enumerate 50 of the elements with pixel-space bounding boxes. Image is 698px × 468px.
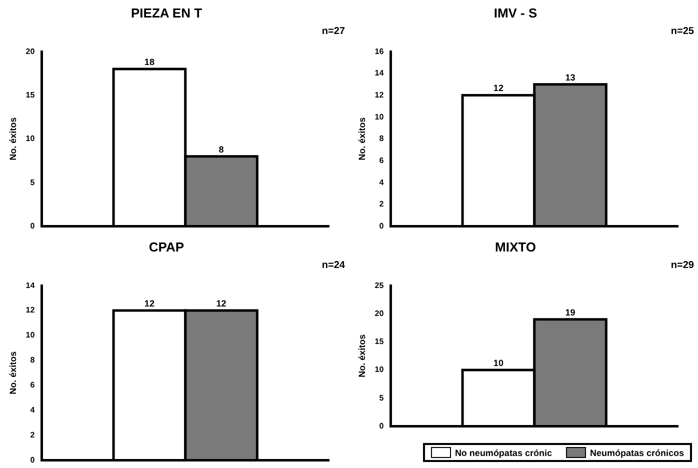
chart-title: MIXTO: [495, 239, 536, 254]
y-tick-label: 0: [379, 221, 384, 230]
y-tick-label: 10: [26, 134, 36, 144]
y-tick-label: 20: [374, 308, 384, 318]
y-tick-label: 8: [379, 134, 384, 144]
text: No neumópatas crónic: [454, 448, 552, 458]
y-tick-label: 12: [374, 90, 384, 100]
y-tick-label: 4: [30, 406, 36, 415]
y-tick-label: 14: [26, 280, 36, 290]
y-tick-label: 0: [30, 455, 36, 464]
y-tick-label: 2: [379, 200, 384, 209]
y-tick-label: 10: [374, 365, 384, 374]
y-tick-label: 0: [379, 421, 384, 430]
y-tick-label: 4: [379, 178, 384, 187]
legend-label: Neumópatas crónicos: [590, 448, 684, 458]
y-tick-label: 5: [30, 178, 36, 187]
y-tick-label: 20: [26, 46, 36, 56]
data-label: 19: [565, 307, 576, 318]
y-tick-label: 0: [30, 221, 36, 230]
chart-title: CPAP: [148, 239, 184, 254]
y-axis-title: No. éxitos: [8, 351, 18, 394]
y-tick-label: 6: [379, 156, 384, 165]
data-label: 13: [565, 72, 576, 82]
y-axis-title: No. éxitos: [356, 117, 367, 160]
text: n=27: [322, 26, 346, 37]
text: n=29: [670, 260, 694, 271]
data-label: 12: [216, 298, 226, 309]
y-tick-label: 25: [374, 280, 384, 290]
data-label: 12: [144, 298, 154, 309]
y-tick-label: 10: [26, 330, 36, 340]
chart-title: IMV - S: [494, 5, 538, 20]
y-tick-label: 15: [26, 90, 36, 100]
y-tick-label: 12: [26, 306, 36, 315]
y-tick-label: 14: [374, 68, 384, 78]
y-axis-title: No. éxitos: [356, 334, 367, 378]
y-tick-label: 8: [30, 356, 36, 365]
data-label: 10: [493, 358, 504, 368]
text: n=25: [670, 26, 694, 37]
y-tick-label: 15: [374, 337, 384, 346]
data-label: 18: [144, 57, 154, 68]
y-axis-title: No. éxitos: [8, 117, 18, 160]
y-tick-label: 2: [30, 430, 36, 440]
y-tick-label: 5: [379, 393, 384, 402]
data-label: 8: [218, 144, 224, 154]
text: n=24: [322, 260, 346, 271]
data-label: 12: [493, 83, 504, 94]
y-tick-label: 6: [30, 380, 36, 390]
chart-title: PIEZA EN T: [130, 5, 202, 20]
y-tick-label: 16: [374, 46, 384, 56]
y-tick-label: 10: [374, 112, 384, 122]
